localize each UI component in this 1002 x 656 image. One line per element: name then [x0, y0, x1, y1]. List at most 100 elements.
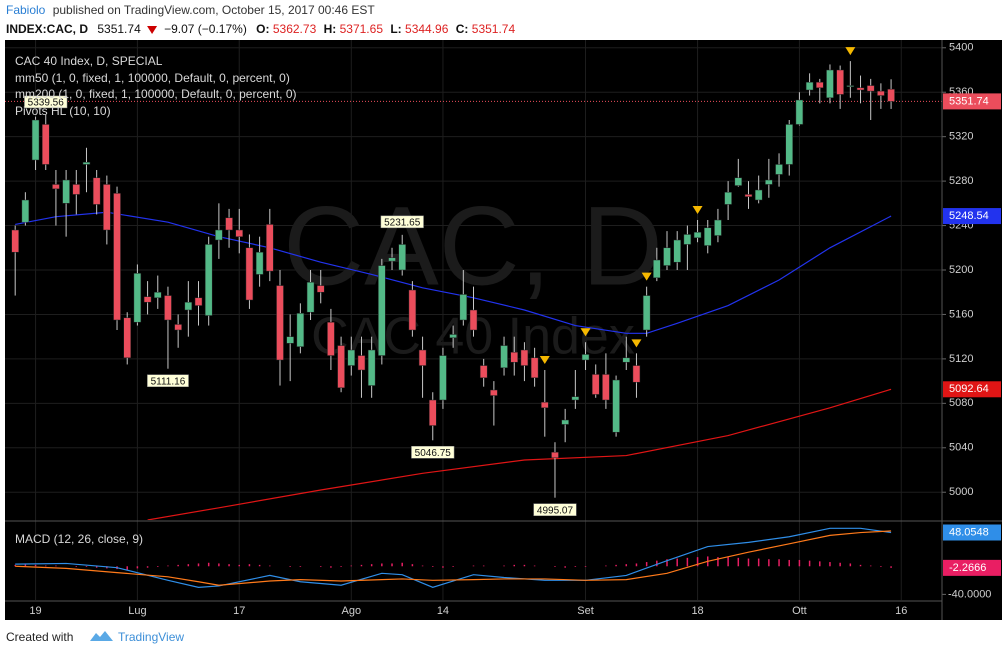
candle-body	[561, 419, 569, 425]
tradingview-logo	[90, 631, 113, 641]
candle-body	[82, 161, 91, 165]
candle-body	[479, 365, 488, 379]
change: −9.07 (−0.17%)	[164, 22, 247, 36]
candle-body	[449, 334, 457, 339]
pivot-label-box	[533, 503, 577, 516]
y-tick-label: 5400	[949, 42, 973, 54]
candle-body	[530, 357, 539, 379]
candle-body	[602, 374, 610, 401]
published: published on TradingView.com, October 15…	[53, 3, 376, 17]
x-tick-label: 18	[691, 605, 703, 617]
candle-body	[836, 69, 844, 95]
candle-body	[734, 177, 743, 186]
price-badge	[943, 93, 1001, 110]
candle-body	[31, 119, 40, 161]
pivot-label-box	[24, 95, 68, 109]
pivot-label-box	[380, 215, 424, 229]
candle-body	[520, 349, 529, 366]
macd-title: MACD (12, 26, close, 9)	[15, 532, 143, 546]
price-badge	[943, 381, 1001, 398]
candle-body	[388, 257, 396, 262]
candle-body	[795, 99, 804, 125]
candle-body	[103, 184, 111, 231]
candle-body	[775, 164, 783, 175]
candle-body	[72, 184, 81, 195]
pivot-label: 5339.56	[28, 98, 65, 109]
high-value: 5371.65	[340, 22, 384, 36]
candle-body	[622, 357, 631, 363]
candle-body	[418, 349, 427, 366]
pivot-marker	[845, 47, 856, 56]
symbol-line: INDEX:CAC, D 5351.74 −9.07 (−0.17%) O: 5…	[6, 22, 515, 36]
candle-body	[704, 227, 712, 246]
price-badge-label: 5248.54	[949, 210, 989, 222]
candle-body	[123, 317, 131, 359]
price-badge	[943, 524, 1001, 541]
candle-body	[805, 81, 814, 91]
author[interactable]: Fabiolo	[6, 3, 46, 17]
y-tick-label: 5280	[949, 175, 973, 187]
candle-body	[245, 247, 254, 301]
x-tick-label: 14	[437, 605, 449, 617]
open-value: 5362.73	[273, 22, 317, 36]
candle-body	[439, 355, 447, 401]
candle-body	[551, 451, 559, 459]
price-badge-label: -2.2666	[949, 562, 986, 574]
pivot-marker	[539, 356, 550, 364]
pivot-marker	[692, 206, 703, 214]
y-tick-label: 5000	[949, 486, 973, 498]
price-badge	[943, 559, 1001, 576]
pivot-label: 4995.07	[537, 505, 574, 516]
candle-body	[194, 297, 203, 306]
candle-body	[571, 396, 580, 401]
y-tick-label: 5320	[949, 131, 973, 143]
pivot-marker	[641, 272, 652, 281]
pivot-label: 5231.65	[384, 217, 421, 228]
low-key: L:	[390, 22, 401, 36]
candle-body	[673, 239, 681, 263]
y-tick-label: 5160	[949, 308, 973, 320]
candle-body	[235, 229, 243, 237]
y-tick-label: 5200	[949, 264, 973, 276]
x-tick-label: 19	[29, 605, 41, 617]
candle-body	[785, 124, 793, 165]
last-price: 5351.74	[97, 22, 141, 36]
footer-brand[interactable]: TradingView	[118, 630, 184, 644]
candle-body	[714, 219, 722, 236]
candle-body	[316, 285, 325, 293]
price-badge-label: 5351.74	[949, 95, 989, 107]
candle-body	[337, 345, 345, 389]
candle-body	[724, 191, 732, 205]
candle-body	[11, 229, 19, 253]
candle-body	[653, 259, 661, 279]
close-key: C:	[456, 22, 469, 36]
close-value: 5351.74	[472, 22, 516, 36]
candle-body	[133, 273, 142, 323]
candle-body	[744, 194, 753, 197]
candle-body	[327, 321, 335, 356]
candle-body	[378, 265, 386, 356]
y-tick-label: 5120	[949, 353, 973, 365]
candle-body	[429, 399, 437, 426]
plot-layer: 19 Lug 17 Ago 14 Set 18 Ott 16 5000 5040 5080 5120 51…	[5, 40, 1001, 617]
candle-body	[296, 313, 305, 347]
candle-body	[164, 295, 172, 321]
candle-body	[541, 401, 549, 409]
open-key: O:	[256, 22, 269, 36]
candle-body	[642, 295, 651, 331]
x-tick-label: Lug	[128, 605, 146, 617]
indicator-label: mm200 (1, 0, fixed, 1, 100000, Default, …	[15, 87, 297, 101]
candle-body	[510, 351, 518, 363]
x-tick-label: 16	[895, 605, 907, 617]
candle-body	[612, 379, 620, 433]
candle-body	[500, 345, 508, 369]
candle-body	[41, 124, 50, 165]
price-badge-label: 5092.64	[949, 383, 989, 395]
x-tick-label: 17	[233, 605, 245, 617]
candle-body	[683, 234, 692, 245]
candle-body	[174, 324, 182, 331]
header-line: Fabiolo published on TradingView.com, Oc…	[6, 3, 375, 17]
moving-average	[147, 388, 892, 520]
